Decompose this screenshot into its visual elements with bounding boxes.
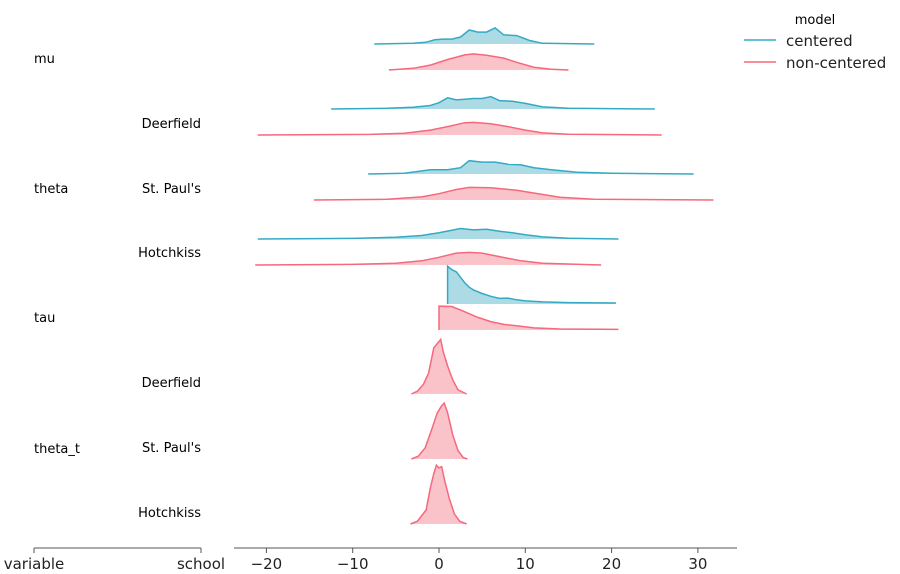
school-label: Deerfield	[142, 117, 201, 132]
density-line-non-centered	[438, 305, 619, 331]
x-tick-label: 10	[516, 555, 535, 573]
x-axis-ticks: −20 −10 0 10 20 30	[251, 548, 707, 573]
density-line-non-centered	[410, 463, 467, 525]
x-tick-label: −20	[251, 555, 283, 573]
variable-label: theta	[34, 182, 68, 197]
x-tick-label: 0	[434, 555, 444, 573]
school-label: Deerfield	[142, 376, 201, 391]
density-line-non-centered	[255, 251, 602, 266]
variable-label: tau	[34, 311, 55, 326]
legend-title: model	[795, 13, 835, 28]
density-fill-non-centered	[257, 122, 662, 135]
density-line-centered	[374, 27, 595, 45]
density-fill-non-centered	[410, 465, 467, 524]
variable-label: theta_t	[34, 442, 80, 457]
density-line-centered	[368, 159, 694, 175]
density-line-non-centered	[313, 186, 714, 201]
variable-label: mu	[34, 52, 55, 67]
density-line-non-centered	[411, 337, 467, 395]
density-line-non-centered	[257, 121, 662, 136]
density-fill-centered	[447, 266, 616, 304]
school-label: St. Paul's	[142, 182, 201, 197]
row-labels: mu Deerfield theta St. Paul's Hotchkiss tau De…	[34, 52, 201, 521]
density-fill-non-centered	[439, 306, 619, 330]
legend-label-centered: centered	[786, 32, 853, 50]
ridges	[255, 27, 714, 525]
school-label: Hotchkiss	[138, 246, 201, 261]
density-fill-non-centered	[313, 187, 714, 200]
density-fill-non-centered	[255, 252, 602, 265]
density-line-non-centered	[388, 53, 569, 71]
x-tick-label: −10	[337, 555, 369, 573]
density-fill-centered	[257, 228, 619, 239]
density-line-centered	[257, 227, 619, 240]
density-fill-non-centered	[388, 53, 569, 70]
left-axis-label-variable: variable	[4, 555, 65, 573]
density-fill-centered	[374, 27, 595, 44]
density-line-non-centered	[411, 401, 468, 460]
school-label: Hotchkiss	[138, 506, 201, 521]
density-fill-centered	[331, 96, 655, 109]
x-tick-label: 30	[688, 555, 707, 573]
legend-label-non-centered: non-centered	[786, 54, 886, 72]
density-fill-non-centered	[411, 403, 468, 459]
density-fill-non-centered	[411, 339, 467, 394]
density-line-centered	[331, 95, 655, 110]
x-tick-label: 20	[602, 555, 621, 573]
legend: model centered non-centered	[744, 13, 886, 72]
left-axis-label-school: school	[177, 555, 225, 573]
school-label: St. Paul's	[142, 441, 201, 456]
density-line-centered	[446, 264, 616, 304]
